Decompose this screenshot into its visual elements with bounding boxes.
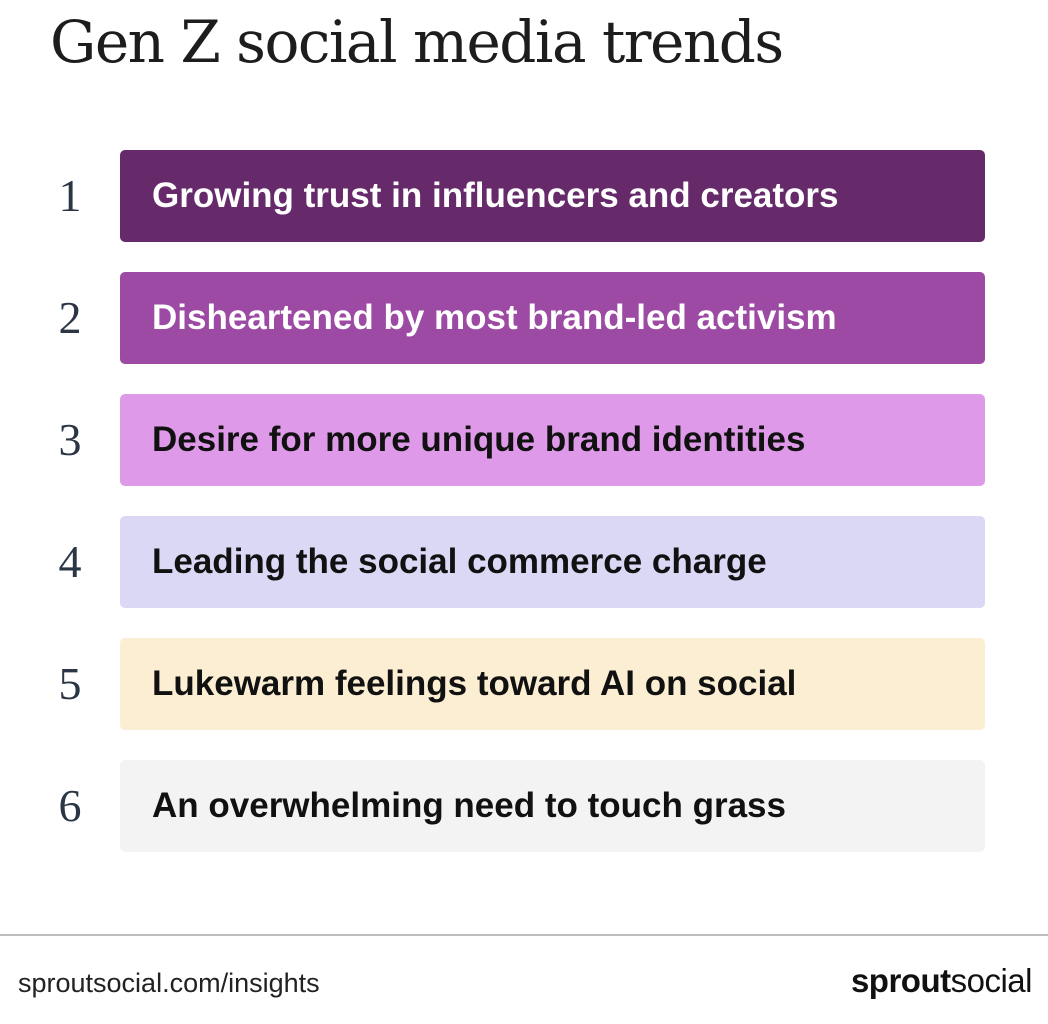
- trend-label: Disheartened by most brand-led activism: [152, 298, 837, 337]
- sproutsocial-logo: sproutsocial: [850, 962, 1033, 1000]
- trend-item-5: 5 Lukewarm feelings toward AI on social: [0, 638, 1048, 730]
- trend-bar: Leading the social commerce charge: [120, 516, 985, 608]
- trend-bar: An overwhelming need to touch grass: [120, 760, 985, 852]
- footer-divider: [0, 934, 1048, 936]
- trend-item-6: 6 An overwhelming need to touch grass: [0, 760, 1048, 852]
- trend-bar: Growing trust in influencers and creator…: [120, 150, 985, 242]
- logo-text-light: social: [950, 962, 1033, 999]
- page-title: Gen Z social media trends: [50, 8, 784, 76]
- trend-label: Leading the social commerce charge: [152, 542, 767, 581]
- trend-label: Desire for more unique brand identities: [152, 420, 806, 459]
- trend-number: 4: [58, 536, 82, 587]
- trend-number: 3: [58, 414, 82, 465]
- trend-label: Growing trust in influencers and creator…: [152, 176, 839, 215]
- trend-number: 5: [58, 658, 82, 709]
- trend-label: An overwhelming need to touch grass: [152, 786, 786, 825]
- trend-bar: Lukewarm feelings toward AI on social: [120, 638, 985, 730]
- trend-item-2: 2 Disheartened by most brand-led activis…: [0, 272, 1048, 364]
- trend-bar: Desire for more unique brand identities: [120, 394, 985, 486]
- trend-bar: Disheartened by most brand-led activism: [120, 272, 985, 364]
- trend-number: 2: [58, 292, 82, 343]
- trend-item-1: 1 Growing trust in influencers and creat…: [0, 150, 1048, 242]
- logo-text-strong: sprout: [850, 962, 951, 999]
- trend-item-3: 3 Desire for more unique brand identitie…: [0, 394, 1048, 486]
- trend-label: Lukewarm feelings toward AI on social: [152, 664, 797, 703]
- footer-url: sproutsocial.com/insights: [18, 968, 320, 998]
- trend-number: 1: [58, 170, 82, 221]
- trend-number: 6: [58, 780, 82, 831]
- trend-item-4: 4 Leading the social commerce charge: [0, 516, 1048, 608]
